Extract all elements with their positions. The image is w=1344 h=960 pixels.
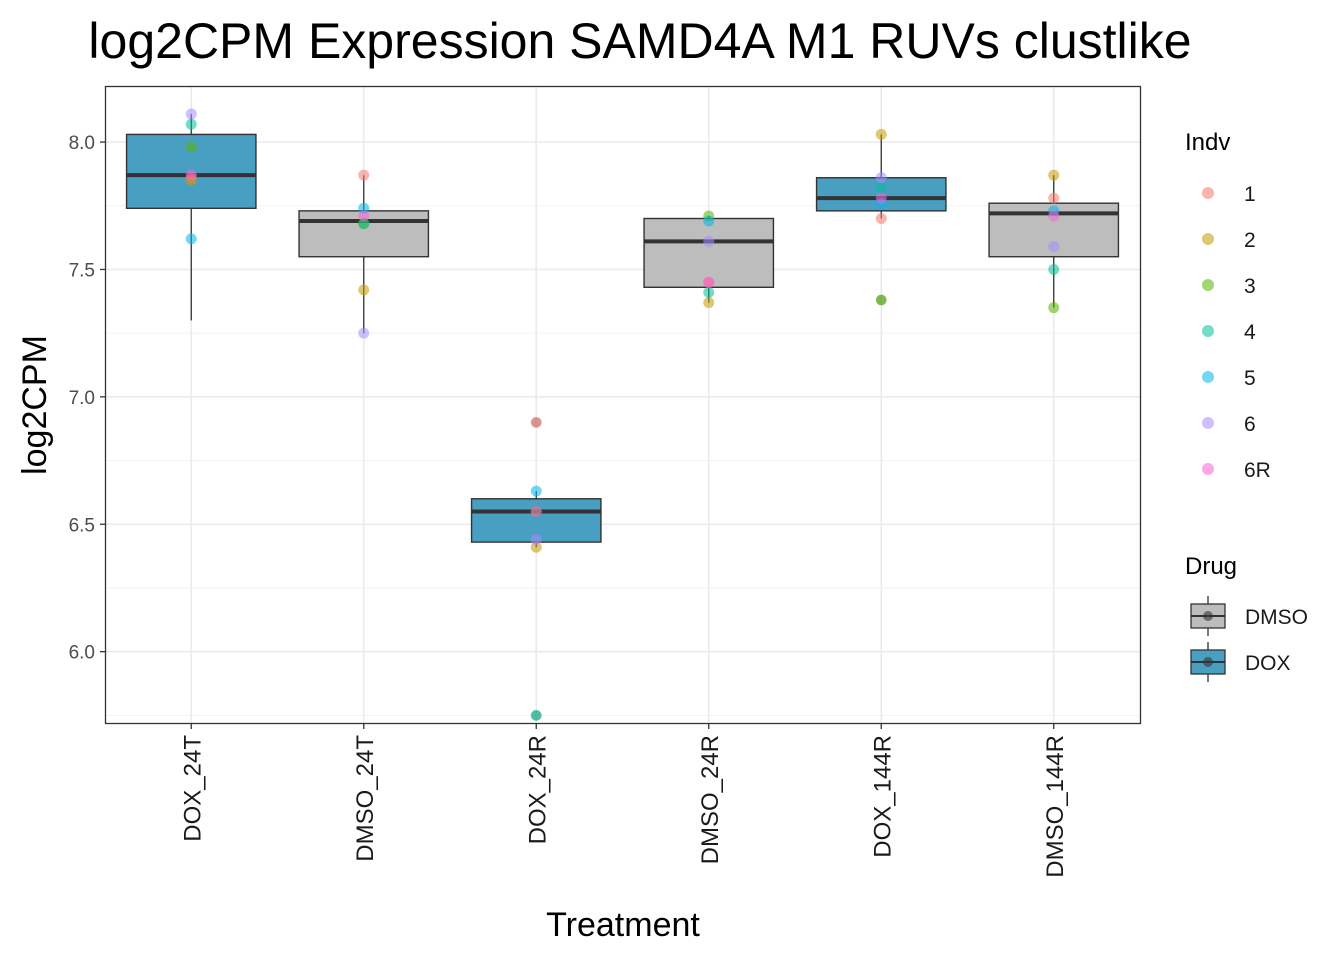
data-point-indv-2 xyxy=(358,284,370,296)
data-point-indv-6 xyxy=(1048,241,1060,253)
legend-indv-label: 5 xyxy=(1244,367,1256,390)
data-point-indv-2 xyxy=(530,541,542,553)
y-tick-label: 6.0 xyxy=(69,643,95,664)
data-point-indv-5 xyxy=(530,485,542,497)
data-point-indv-6R xyxy=(1048,210,1060,222)
data-point-indv-4 xyxy=(703,286,715,298)
data-point-indv-4 xyxy=(875,182,887,194)
legend-indv-label: 6R xyxy=(1244,459,1271,482)
legend-indv-label: 6 xyxy=(1244,413,1256,436)
data-point-indv-1 xyxy=(358,169,370,181)
data-point-indv-2 xyxy=(703,297,715,309)
y-axis-title: log2CPM xyxy=(16,335,54,475)
data-point-indv-5 xyxy=(185,233,197,245)
axis-ticks: 6.0 6.5 7.0 7.5 8.0 DOX_24T DMSO_24T DOX_24R DMS… xyxy=(69,133,1069,878)
box-DMSO_24R xyxy=(643,217,775,288)
boxes xyxy=(125,114,1120,548)
legend-drug-point xyxy=(1203,657,1213,667)
legend-drug-label: DMSO xyxy=(1245,606,1308,629)
legend: Indv Drug 1 2 3 4 5 6 6R DMSO DOX xyxy=(1185,129,1308,682)
data-point-indv-6R xyxy=(358,210,370,222)
data-point-indv-6R xyxy=(703,276,715,288)
data-point-indv-6R xyxy=(530,506,542,518)
panel-border xyxy=(104,85,1142,725)
legend-drug-title: Drug xyxy=(1185,553,1237,580)
data-point-indv-2 xyxy=(875,128,887,140)
points xyxy=(185,108,1060,721)
data-point-indv-1 xyxy=(530,416,542,428)
y-tick-label: 6.5 xyxy=(69,515,95,536)
grid-lines xyxy=(105,86,1140,723)
legend-indv-label: 1 xyxy=(1244,183,1256,206)
legend-indv-label: 2 xyxy=(1244,229,1256,252)
y-tick-label: 7.5 xyxy=(69,260,95,281)
legend-drug-label: DOX xyxy=(1245,652,1291,675)
legend-indv-key-2 xyxy=(1202,233,1214,245)
data-point-indv-6 xyxy=(185,108,197,120)
y-tick-label: 8.0 xyxy=(69,133,95,154)
legend-indv-key-6 xyxy=(1202,417,1214,429)
data-point-indv-4 xyxy=(358,218,370,230)
x-tick-label: DOX_24T xyxy=(179,735,206,842)
data-point-indv-6 xyxy=(530,534,542,546)
chart-title: log2CPM Expression SAMD4A M1 RUVs clustl… xyxy=(88,13,1191,69)
data-point-indv-3 xyxy=(875,294,887,306)
legend-indv-key-5 xyxy=(1202,371,1214,383)
x-axis-title: Treatment xyxy=(546,906,700,944)
data-point-indv-3 xyxy=(185,141,197,153)
data-point-indv-6R xyxy=(185,169,197,181)
x-tick-label: DMSO_144R xyxy=(1042,735,1069,878)
data-point-indv-5 xyxy=(703,215,715,227)
data-point-indv-4 xyxy=(530,709,542,721)
data-point-indv-5 xyxy=(358,202,370,214)
x-tick-label: DMSO_24T xyxy=(352,735,379,862)
data-point-indv-3 xyxy=(1048,302,1060,314)
legend-indv-key-1 xyxy=(1202,187,1214,199)
data-point-indv-6 xyxy=(875,172,887,184)
legend-indv-key-6R xyxy=(1202,463,1214,475)
legend-indv-label: 4 xyxy=(1244,321,1256,344)
data-point-indv-6 xyxy=(703,235,715,247)
data-point-indv-1 xyxy=(875,212,887,224)
x-tick-label: DMSO_24R xyxy=(697,735,724,864)
data-point-indv-6R xyxy=(875,192,887,204)
y-tick-label: 7.0 xyxy=(69,388,95,409)
legend-indv-label: 3 xyxy=(1244,275,1256,298)
data-point-indv-6 xyxy=(358,327,370,339)
data-point-indv-4 xyxy=(1048,263,1060,275)
legend-drug-point xyxy=(1203,611,1213,621)
x-tick-label: DOX_24R xyxy=(524,735,551,844)
data-point-indv-4 xyxy=(185,118,197,130)
data-point-indv-2 xyxy=(1048,169,1060,181)
legend-indv-key-4 xyxy=(1202,325,1214,337)
legend-indv-title: Indv xyxy=(1185,129,1230,156)
data-point-indv-1 xyxy=(1048,192,1060,204)
x-tick-label: DOX_144R xyxy=(869,735,896,858)
legend-indv-key-3 xyxy=(1202,279,1214,291)
